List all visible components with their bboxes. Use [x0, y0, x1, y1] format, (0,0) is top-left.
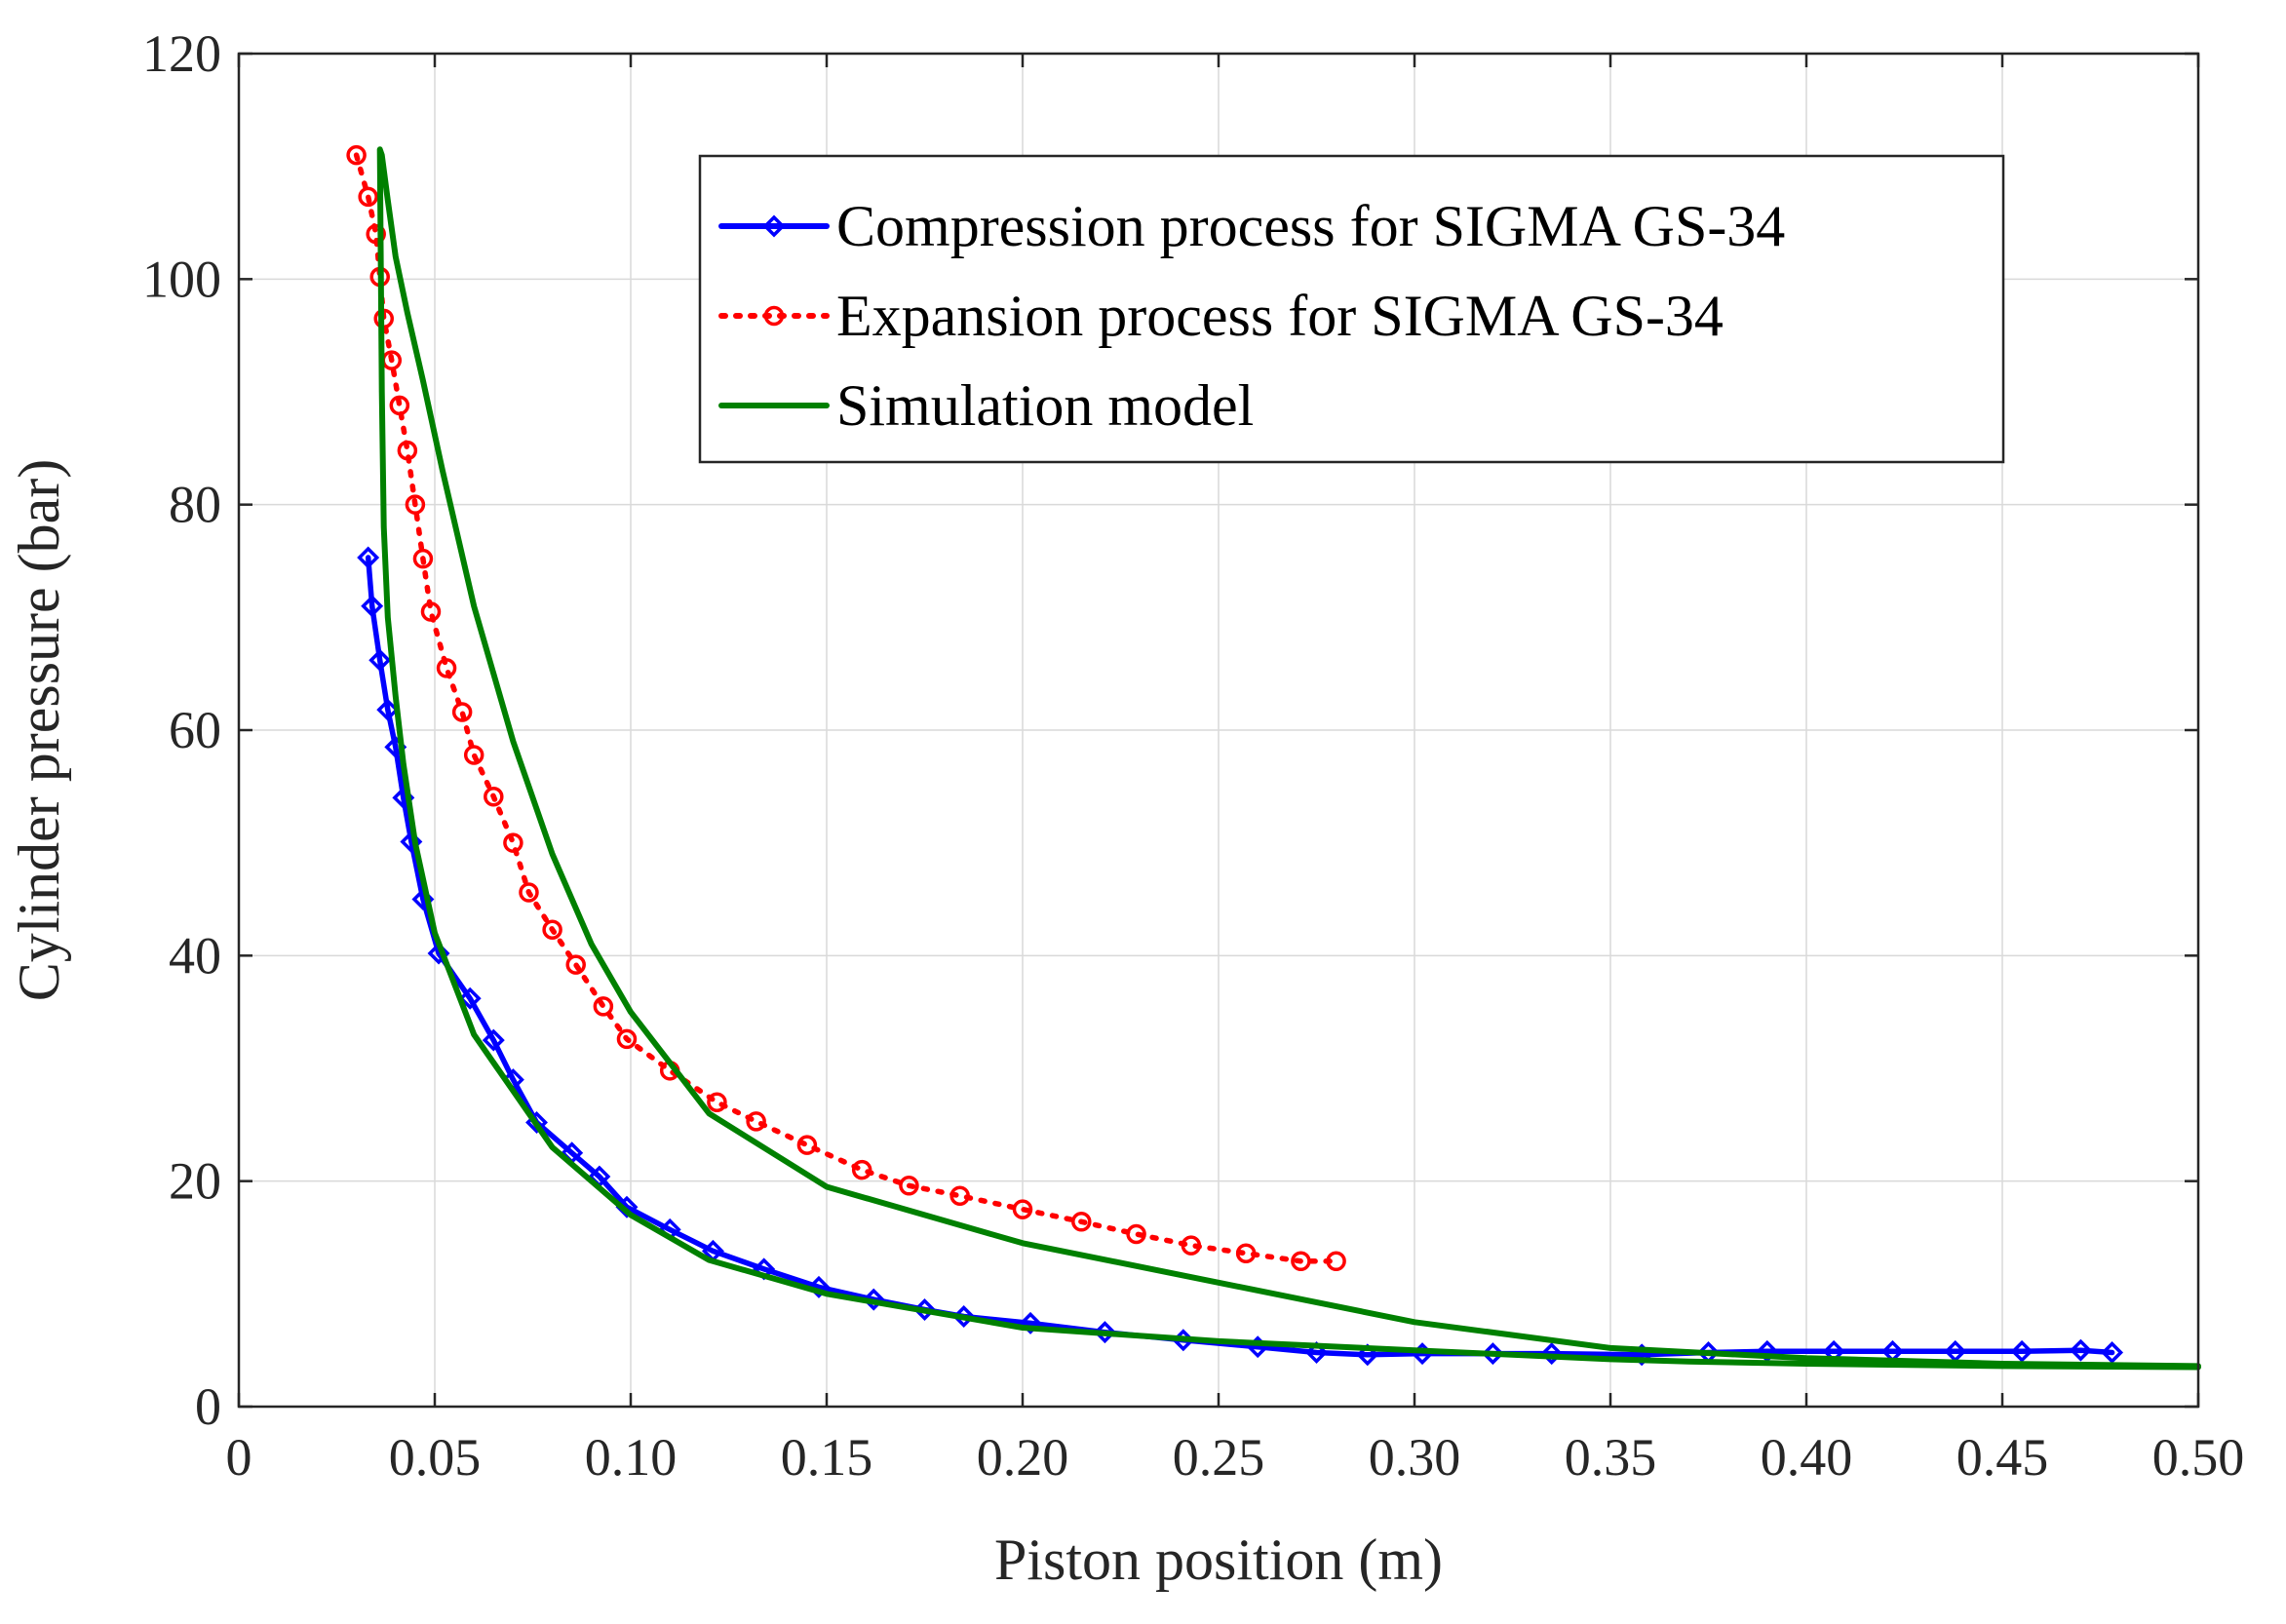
data-point — [1126, 1223, 1146, 1245]
x-tick-label: 0.15 — [781, 1428, 873, 1487]
data-point — [565, 954, 586, 975]
x-tick-label: 0.10 — [585, 1428, 678, 1487]
legend-entry: Expansion process for SIGMA GS-34 — [718, 284, 1724, 348]
data-point — [436, 658, 457, 678]
x-tick-label: 0.45 — [1957, 1428, 2049, 1487]
x-tick-label: 0.40 — [1761, 1428, 1853, 1487]
legend-box — [698, 154, 2005, 464]
plot-area — [346, 144, 2201, 1371]
data-point — [593, 996, 614, 1017]
x-tick-label: 0.25 — [1173, 1428, 1265, 1487]
data-point — [346, 144, 367, 166]
data-point — [2101, 1341, 2124, 1364]
tick-labels: 0 0.05 0.10 0.15 0.20 0.25 0.30 0.35 0.40 0.45 0.5… — [142, 24, 2244, 1487]
data-point — [357, 546, 380, 569]
legend-label: Simulation model — [836, 373, 1254, 438]
y-axis-label: Cylinder pressure (bar) — [7, 459, 71, 1001]
data-point — [458, 986, 482, 1010]
legend-label: Compression process for SIGMA GS-34 — [836, 194, 1785, 258]
data-point — [2010, 1339, 2034, 1363]
data-point — [1012, 1199, 1033, 1219]
data-point — [420, 601, 442, 622]
data-point — [451, 702, 473, 722]
data-point — [484, 786, 504, 807]
data-point — [763, 305, 785, 327]
data-point — [952, 1304, 976, 1328]
data-point — [1291, 1251, 1311, 1272]
data-point — [1019, 1311, 1042, 1334]
data-point — [746, 1111, 766, 1132]
data-point — [1181, 1235, 1202, 1256]
data-point — [851, 1159, 872, 1180]
data-point — [503, 832, 523, 853]
data-point — [389, 395, 410, 416]
x-tick-label: 0.35 — [1565, 1428, 1657, 1487]
data-point — [482, 1028, 505, 1052]
y-tick-label: 40 — [169, 926, 221, 985]
data-point — [1093, 1321, 1116, 1344]
data-point — [862, 1288, 885, 1311]
legend-entries: Compression process for SIGMA GS-34 Expan… — [718, 194, 1785, 438]
data-point — [376, 698, 400, 721]
x-tick-label: 0.20 — [977, 1428, 1069, 1487]
data-point — [707, 1092, 727, 1112]
data-point — [807, 1275, 831, 1298]
data-point — [1326, 1251, 1346, 1272]
data-point — [1305, 1341, 1328, 1364]
y-tick-label: 100 — [142, 250, 221, 308]
series-3 — [376, 146, 2201, 1371]
data-point — [463, 745, 484, 765]
data-point — [2069, 1338, 2092, 1362]
data-point — [1540, 1342, 1564, 1366]
x-tick-label: 0.30 — [1369, 1428, 1461, 1487]
data-point — [542, 919, 562, 940]
x-tick-label: 0.05 — [389, 1428, 482, 1487]
data-point — [913, 1298, 936, 1322]
data-point — [949, 1185, 970, 1206]
data-point — [1356, 1343, 1379, 1367]
y-tick-label: 0 — [195, 1377, 221, 1436]
x-axis-label: Piston position (m) — [994, 1527, 1443, 1592]
data-point — [397, 440, 418, 461]
legend-entry: Compression process for SIGMA GS-34 — [718, 194, 1785, 258]
data-point — [368, 648, 392, 672]
data-point — [405, 494, 426, 515]
data-point — [616, 1028, 638, 1050]
x-tick-label: 0 — [226, 1428, 252, 1487]
data-point — [412, 548, 434, 569]
legend: Compression process for SIGMA GS-34 Expan… — [698, 154, 2005, 464]
y-tick-label: 60 — [169, 701, 221, 759]
data-point — [519, 882, 539, 903]
x-tick-label: 0.50 — [2152, 1428, 2245, 1487]
data-point — [1071, 1212, 1092, 1232]
data-point — [899, 1176, 919, 1196]
legend-entry: Simulation model — [718, 373, 1254, 438]
series-line — [376, 146, 2201, 1371]
data-point — [796, 1135, 818, 1155]
y-tick-label: 120 — [142, 24, 221, 83]
data-point — [361, 595, 384, 618]
legend-label: Expansion process for SIGMA GS-34 — [836, 284, 1724, 348]
y-tick-label: 20 — [169, 1152, 221, 1211]
data-point — [366, 223, 386, 245]
data-point — [358, 186, 378, 208]
y-tick-label: 80 — [169, 476, 221, 534]
data-point — [762, 214, 786, 238]
data-point — [1235, 1243, 1257, 1263]
series-line — [353, 152, 1339, 1264]
